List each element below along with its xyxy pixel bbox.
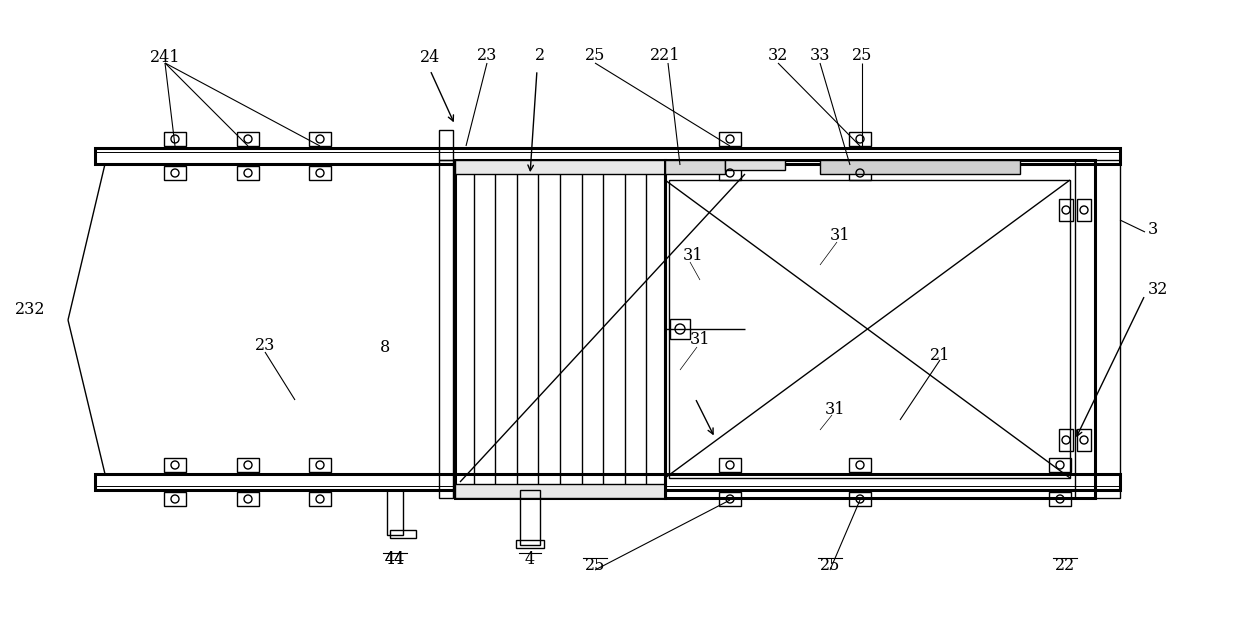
Bar xyxy=(719,132,742,146)
Bar xyxy=(1078,429,1091,451)
Text: 221: 221 xyxy=(650,47,681,64)
Bar xyxy=(1078,199,1091,221)
Text: 232: 232 xyxy=(15,302,45,318)
Text: 44: 44 xyxy=(384,551,405,568)
Text: 241: 241 xyxy=(150,50,180,66)
Text: 24: 24 xyxy=(420,50,440,66)
Bar xyxy=(309,132,331,146)
Text: 22: 22 xyxy=(1055,556,1075,574)
Bar xyxy=(665,160,1095,498)
Text: 21: 21 xyxy=(930,346,950,364)
Bar xyxy=(237,166,259,180)
Bar xyxy=(164,492,186,506)
Bar xyxy=(237,458,259,472)
Text: 31: 31 xyxy=(683,246,703,263)
Bar xyxy=(670,319,689,339)
Bar xyxy=(719,458,742,472)
Bar xyxy=(164,166,186,180)
Bar xyxy=(719,492,742,506)
Bar xyxy=(849,132,870,146)
Text: 32: 32 xyxy=(768,47,789,64)
Bar xyxy=(516,540,544,548)
Bar xyxy=(164,132,186,146)
Text: 8: 8 xyxy=(379,339,391,357)
Bar xyxy=(309,166,331,180)
Bar xyxy=(1059,199,1073,221)
Text: 3: 3 xyxy=(1148,221,1158,239)
Text: 25: 25 xyxy=(820,556,841,574)
Bar xyxy=(455,484,665,498)
Bar xyxy=(387,490,403,535)
Bar xyxy=(1049,458,1071,472)
Bar xyxy=(849,492,870,506)
Text: 25: 25 xyxy=(585,47,605,64)
Text: 33: 33 xyxy=(810,47,831,64)
Bar xyxy=(455,160,665,498)
Text: 23: 23 xyxy=(254,336,275,353)
Bar xyxy=(665,160,725,174)
Text: 23: 23 xyxy=(477,47,497,64)
Text: 32: 32 xyxy=(1148,281,1168,299)
Bar xyxy=(820,160,1021,174)
Text: 31: 31 xyxy=(830,226,851,244)
Bar xyxy=(391,530,415,538)
Text: 31: 31 xyxy=(689,332,711,348)
Bar xyxy=(849,166,870,180)
Bar xyxy=(95,474,1120,490)
Text: 25: 25 xyxy=(852,47,872,64)
Text: 2: 2 xyxy=(534,47,546,64)
Bar xyxy=(237,492,259,506)
Bar xyxy=(725,160,785,170)
Text: 44: 44 xyxy=(384,551,405,568)
Bar xyxy=(520,490,539,545)
Bar xyxy=(455,160,665,174)
Bar xyxy=(719,166,742,180)
Text: 31: 31 xyxy=(825,401,846,419)
Bar xyxy=(1049,492,1071,506)
Bar xyxy=(849,458,870,472)
Bar xyxy=(309,458,331,472)
Bar xyxy=(439,160,453,498)
Bar xyxy=(95,148,1120,164)
Text: 25: 25 xyxy=(585,556,605,574)
Bar xyxy=(237,132,259,146)
Bar xyxy=(164,458,186,472)
Bar xyxy=(309,492,331,506)
Bar xyxy=(1075,160,1120,498)
Text: 4: 4 xyxy=(525,551,536,568)
Bar xyxy=(670,180,1070,478)
Bar xyxy=(1059,429,1073,451)
Bar xyxy=(439,130,453,160)
